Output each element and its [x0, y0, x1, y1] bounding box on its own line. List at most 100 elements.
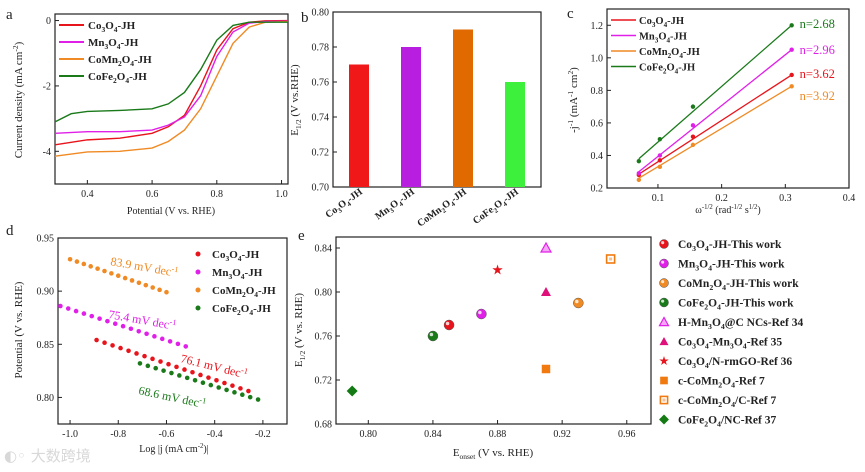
text-span: 0.68: [315, 420, 333, 431]
text-span: Co: [678, 337, 692, 349]
superscript: -1/2: [731, 204, 743, 211]
text-span: 0.4: [843, 193, 856, 204]
panel-d-point: [240, 392, 245, 398]
text-span: Mn: [212, 267, 229, 279]
panel-d-legend-label: CoFe2O4-JH: [212, 303, 271, 317]
panel-d-point: [184, 375, 190, 381]
panel-a-y-tick-label: -2: [43, 81, 51, 92]
panel-d-y-tick-label: 0.95: [37, 234, 55, 245]
panel-d-legend-marker: [195, 287, 201, 293]
text-span: 0.3: [779, 193, 792, 204]
panel-e-legend-label: Co3O4-Mn3O4-Ref 35: [678, 337, 782, 351]
panel-b-y-tick-label: 0.80: [312, 8, 330, 19]
text-span: n=2.96: [800, 43, 835, 57]
text-span: CoFe: [678, 298, 704, 310]
text-span: CoFe: [88, 71, 113, 83]
panel-d-point: [143, 282, 149, 288]
text-span: Co: [639, 16, 652, 27]
panel-label-a: a: [6, 7, 13, 23]
text-span: 1.2: [591, 21, 604, 32]
panel-d-point: [81, 261, 87, 267]
panel-e-point-star: [492, 264, 503, 275]
panel-d-point: [118, 345, 123, 351]
text-span: @C NCs-Ref 34: [725, 317, 804, 329]
panel-c-point: [636, 177, 642, 183]
panel-b-category-label: CoMn2O4-JH: [415, 186, 470, 231]
panel-d-legend-label: Co3O4-JH: [212, 249, 260, 263]
panel-e-point-sphere-highlight: [445, 321, 450, 326]
panel-a-legend-label: CoMn2O4-JH: [88, 54, 152, 68]
subscript: 4: [675, 67, 679, 75]
subscript: 3: [692, 361, 696, 370]
panel-d-point: [144, 331, 149, 337]
panel-c-xlabel: ω-1/2 (rad-1/2 s1/2): [695, 204, 761, 216]
panel-d-point: [115, 273, 121, 279]
text-span: -JH: [241, 249, 259, 261]
panel-e-point-diamond: [346, 385, 358, 397]
panel-d-point: [183, 344, 189, 349]
panel-d-point: [145, 363, 151, 369]
watermark-logo-icon: ◐◦: [4, 447, 26, 465]
panel-e-xlabel: Eonset (V vs. RHE): [453, 447, 534, 461]
text-span: 1.0: [591, 53, 604, 64]
panel-c-point: [636, 171, 642, 176]
text-span: O: [108, 37, 117, 49]
text-span: n=2.68: [800, 17, 835, 31]
text-span: O: [246, 285, 255, 297]
panel-d-point: [81, 311, 87, 316]
text-span: O: [117, 71, 126, 83]
panel-d-point: [206, 375, 211, 380]
panel-e-point-square-open-center: [609, 257, 613, 261]
text-span: c: [567, 6, 574, 22]
panel-d-point: [177, 373, 182, 378]
panel-e-legend-label: Co3O4/N-rmGO-Ref 36: [678, 356, 792, 370]
panel-a-line-Mn3O4-JH: [54, 20, 289, 135]
panel-b-bar-CoFe2O4-JH: [505, 82, 525, 187]
panel-label-c: c: [567, 6, 574, 22]
text-span: 76.1 mV dec: [179, 351, 242, 379]
panel-d-x-tick-label: -0.2: [255, 429, 271, 440]
panel-a-legend-label: CoFe2O4-JH: [88, 71, 147, 85]
text-span: O: [122, 54, 131, 66]
text-span: /NC-Ref 37: [720, 415, 776, 427]
panel-e-point-square: [541, 364, 551, 374]
subscript: onset: [460, 452, 477, 461]
panel-d-point: [198, 372, 203, 378]
panel-label-b: b: [301, 10, 309, 26]
text-span: CoMn: [212, 285, 242, 297]
subscript: 3: [692, 342, 696, 351]
text-span: d: [6, 223, 14, 239]
subscript: 4: [398, 200, 405, 208]
text-span: 68.6 mV dec: [137, 383, 200, 409]
panel-e-frame: [335, 236, 652, 425]
panel-c-n-annotation: n=3.62: [800, 67, 835, 81]
panel-c-legend-label: CoFe2O4-JH: [639, 63, 695, 76]
panel-e-point-sphere: [573, 297, 584, 309]
panel-a-x-tick-label: 0.4: [81, 189, 94, 200]
text-span: 0.4: [591, 151, 604, 162]
text-span: /N-rmGO-Ref 36: [708, 356, 793, 368]
text-span: 0.1: [652, 193, 665, 204]
panel-d-point: [247, 394, 253, 400]
text-span: 0.72: [312, 148, 330, 159]
panel-e-legend-marker: [659, 278, 669, 288]
superscript: 1/2: [749, 204, 758, 211]
panel-e-x-tick-label: 0.80: [360, 429, 378, 440]
panel-e-point-sphere: [476, 308, 487, 320]
text-span: e: [298, 228, 305, 244]
panel-c-x-tick-label: 0.2: [715, 193, 728, 204]
panel-c-legend-label: Mn3O4-JH: [639, 32, 687, 45]
text-span: (V vs.RHE): [289, 64, 301, 119]
text-span: -JH: [134, 54, 152, 66]
text-span: -JH: [245, 267, 263, 279]
text-span: O: [713, 278, 722, 290]
subscript: 2: [237, 308, 241, 317]
panel-e-x-tick-label: 0.84: [424, 429, 442, 440]
panel-e-legend-marker: [659, 414, 669, 425]
subscript: 4: [705, 244, 709, 253]
panel-e-point-sphere: [443, 319, 455, 331]
text-span: 0.95: [37, 234, 55, 245]
text-span: -Ref 35: [747, 337, 783, 349]
panel-c-ylabel: -j-1 (mA-1 cm2): [566, 67, 580, 133]
panel-e-legend-label: Co3O4-JH-This work: [678, 239, 782, 253]
